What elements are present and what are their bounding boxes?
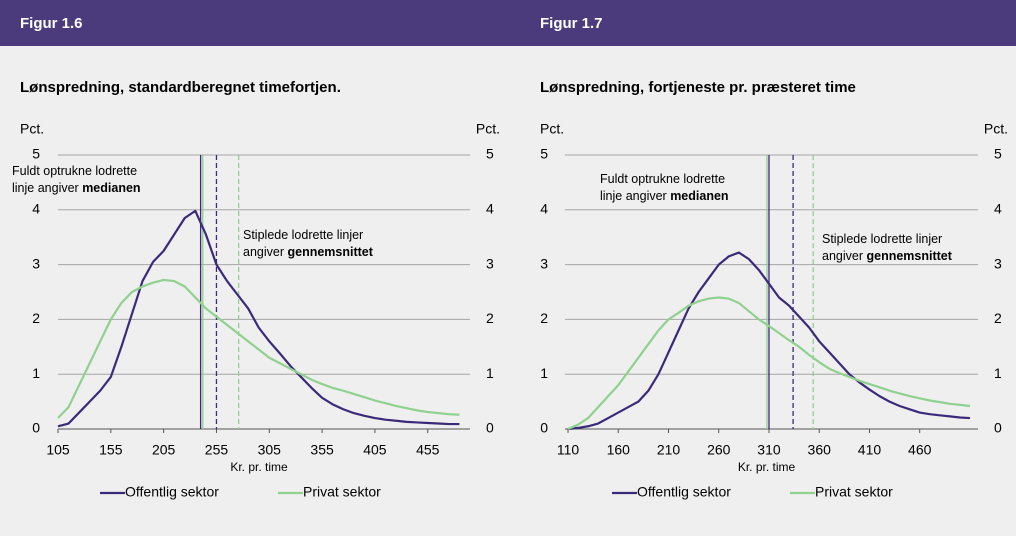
y-tick-label: 1	[32, 365, 40, 381]
annotation-text: angiver	[822, 249, 866, 263]
annotation-bold: medianen	[82, 181, 140, 195]
x-tick-label: 155	[99, 442, 123, 458]
chart-title: Lønspredning, standardberegnet timefortj…	[20, 79, 341, 96]
x-tick-label: 360	[808, 442, 832, 458]
y-tick-label: 5	[32, 146, 40, 162]
y2-tick-label: 3	[486, 255, 494, 271]
annotation-bold: gennemsnittet	[287, 245, 373, 259]
x-tick-label: 255	[205, 442, 229, 458]
series-line	[567, 251, 971, 431]
annotation: Fuldt optrukne lodrette	[12, 164, 137, 178]
y-tick-label: 4	[540, 201, 548, 217]
annotation-bold: medianen	[670, 189, 728, 203]
y-axis-label: Pct.	[20, 121, 44, 137]
x-tick-label: 160	[607, 442, 631, 458]
x-axis-label: Kr. pr. time	[738, 460, 796, 474]
figure-label: Figur 1.6	[20, 15, 83, 32]
y2-tick-label: 1	[994, 365, 1002, 381]
legend-label: Privat sektor	[815, 484, 893, 500]
y-tick-label: 0	[32, 420, 40, 436]
y-tick-label: 0	[540, 420, 548, 436]
annotation: angiver gennemsnittet	[243, 245, 374, 259]
y2-tick-label: 0	[994, 420, 1002, 436]
x-tick-label: 460	[908, 442, 932, 458]
annotation-text: Stiplede lodrette linjer	[822, 232, 942, 246]
annotation: Fuldt optrukne lodrette	[600, 172, 725, 186]
x-tick-label: 110	[557, 442, 580, 458]
annotation-bold: gennemsnittet	[866, 249, 952, 263]
y-tick-label: 2	[32, 310, 40, 326]
x-tick-label: 310	[757, 442, 781, 458]
legend-label: Offentlig sektor	[637, 484, 731, 500]
y2-tick-label: 1	[486, 365, 494, 381]
annotation: linje angiver medianen	[600, 189, 729, 203]
x-tick-label: 410	[858, 442, 882, 458]
y2-tick-label: 0	[486, 420, 494, 436]
annotation: Stiplede lodrette linjer	[243, 228, 363, 242]
y2-axis-label: Pct.	[984, 121, 1008, 137]
annotation-text: Fuldt optrukne lodrette	[12, 164, 137, 178]
y2-tick-label: 5	[486, 146, 494, 162]
x-tick-label: 205	[152, 442, 176, 458]
legend-label: Offentlig sektor	[125, 484, 219, 500]
y2-tick-label: 3	[994, 255, 1002, 271]
x-axis-label: Kr. pr. time	[230, 460, 288, 474]
x-tick-label: 305	[258, 442, 282, 458]
x-tick-label: 105	[46, 442, 70, 458]
annotation: Stiplede lodrette linjer	[822, 232, 942, 246]
chart-panel: Figur 1.7 Lønspredning, fortjeneste pr. p…	[508, 0, 1016, 500]
header-bar	[508, 0, 1016, 46]
y2-tick-label: 2	[994, 310, 1002, 326]
y-tick-label: 5	[540, 146, 548, 162]
annotation-text: angiver	[243, 245, 287, 259]
annotation-text: linje angiver	[600, 189, 670, 203]
y-tick-label: 1	[540, 365, 548, 381]
series-line	[567, 296, 971, 431]
annotation-text: Stiplede lodrette linjer	[243, 228, 363, 242]
series-line	[57, 209, 460, 428]
y-tick-label: 2	[540, 310, 548, 326]
y-tick-label: 3	[540, 255, 548, 271]
x-tick-label: 355	[310, 442, 334, 458]
annotation-text: linje angiver	[12, 181, 82, 195]
x-tick-label: 260	[707, 442, 731, 458]
annotation: angiver gennemsnittet	[822, 249, 953, 263]
x-tick-label: 210	[657, 442, 681, 458]
annotation-text: Fuldt optrukne lodrette	[600, 172, 725, 186]
annotation: linje angiver medianen	[12, 181, 141, 195]
x-tick-label: 405	[363, 442, 387, 458]
chart-panel: Figur 1.6 Lønspredning, standardberegnet …	[0, 0, 508, 500]
header-bar	[0, 0, 508, 46]
figure-label: Figur 1.7	[540, 15, 603, 32]
y2-tick-label: 4	[994, 201, 1002, 217]
x-tick-label: 455	[416, 442, 440, 458]
y2-axis-label: Pct.	[476, 121, 500, 137]
y2-tick-label: 4	[486, 201, 494, 217]
y2-tick-label: 5	[994, 146, 1002, 162]
y-tick-label: 4	[32, 201, 40, 217]
chart-title: Lønspredning, fortjeneste pr. præsteret …	[540, 79, 856, 96]
y-tick-label: 3	[32, 255, 40, 271]
y-axis-label: Pct.	[540, 121, 564, 137]
y2-tick-label: 2	[486, 310, 494, 326]
series-line	[57, 278, 460, 419]
legend-label: Privat sektor	[303, 484, 381, 500]
